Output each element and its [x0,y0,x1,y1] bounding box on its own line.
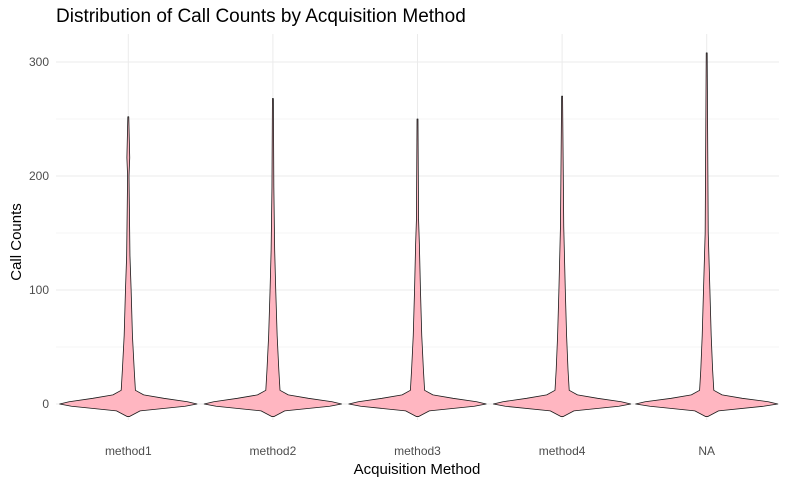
x-tick-label: NA [698,444,715,458]
x-axis-label: Acquisition Method [354,461,481,478]
violin-method1 [59,116,198,417]
violin-method4 [493,95,632,417]
chart-title: Distribution of Call Counts by Acquisiti… [56,6,466,27]
y-tick-label: 200 [29,169,49,183]
x-tick-label: method3 [394,444,441,458]
violins [59,52,779,417]
y-tick-label: 300 [29,55,49,69]
y-axis-label: Call Counts [8,203,25,281]
y-tick-labels: 0 100 200 300 [29,55,49,411]
violin-method2 [203,98,342,417]
x-tick-label: method1 [105,444,152,458]
x-tick-label: method4 [539,444,586,458]
y-tick-label: 0 [42,397,49,411]
violin-na [635,52,779,417]
violin-method3 [348,118,487,417]
x-tick-label: method2 [250,444,297,458]
x-tick-labels: method1 method2 method3 method4 NA [105,444,715,458]
y-tick-label: 100 [29,283,49,297]
